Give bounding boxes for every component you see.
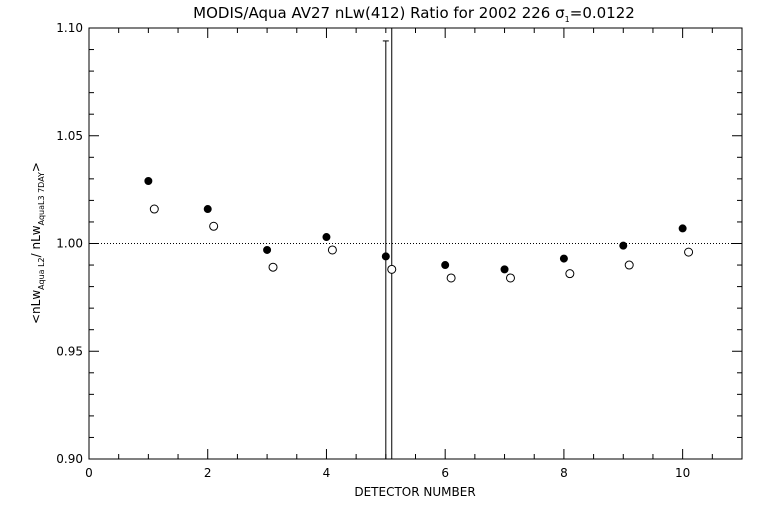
data-point-open — [684, 247, 694, 257]
y-label-mid: / nLw — [29, 225, 43, 257]
y-tick-label: 0.90 — [56, 452, 83, 466]
y-tick-label: 1.00 — [56, 237, 83, 251]
data-point-filled — [678, 224, 687, 233]
y-label-open: <nLw — [29, 290, 43, 324]
data-point-open — [327, 245, 337, 255]
data-point-open — [387, 264, 397, 274]
data-point-open — [446, 273, 456, 283]
chart-title: MODIS/Aqua AV27 nLw(412) Ratio for 2002 … — [193, 4, 635, 24]
x-tick-label: 10 — [675, 466, 690, 480]
y-tick-label: 1.10 — [56, 21, 83, 35]
data-point-filled — [500, 265, 509, 274]
y-tick-label: 0.95 — [56, 344, 83, 358]
data-point-filled — [263, 245, 272, 254]
chart-title-sigma-value: =0.0122 — [570, 4, 635, 22]
x-tick-label: 6 — [441, 466, 449, 480]
y-tick-label: 1.05 — [56, 129, 83, 143]
data-points — [144, 177, 694, 283]
data-point-filled — [203, 205, 212, 214]
y-axis-label: <nLwAqua L2/ nLwAquaL3 7DAY> — [29, 162, 46, 324]
y-label-sub1: Aqua L2 — [37, 257, 46, 289]
x-tick-label: 2 — [204, 466, 212, 480]
y-label-sub2: AquaL3 7DAY — [37, 172, 46, 225]
data-point-open — [209, 221, 219, 231]
data-point-filled — [619, 241, 628, 250]
chart-title-main: MODIS/Aqua AV27 nLw(412) Ratio for 2002 … — [193, 4, 550, 22]
data-point-open — [149, 204, 159, 214]
data-point-open — [565, 269, 575, 279]
data-point-open — [624, 260, 634, 270]
x-tick-label: 4 — [323, 466, 331, 480]
data-point-filled — [381, 252, 390, 261]
data-point-filled — [441, 261, 450, 270]
data-point-open — [505, 273, 515, 283]
data-point-filled — [144, 177, 153, 186]
y-label-close: > — [29, 162, 43, 172]
axis-tick-labels: 0 2 4 6 8 10 0.90 0.95 1.00 1.05 1.10 — [56, 21, 690, 480]
axis-ticks — [88, 27, 742, 460]
data-point-filled — [559, 254, 568, 263]
data-point-filled — [322, 233, 331, 242]
chart-title-sigma-sub: 1 — [565, 15, 570, 24]
data-point-open — [268, 262, 278, 272]
error-bars — [382, 27, 395, 459]
x-tick-label: 8 — [560, 466, 568, 480]
x-axis-label: DETECTOR NUMBER — [354, 485, 475, 499]
chart-title-sigma-symbol: σ — [555, 4, 565, 22]
x-tick-label: 0 — [85, 466, 93, 480]
